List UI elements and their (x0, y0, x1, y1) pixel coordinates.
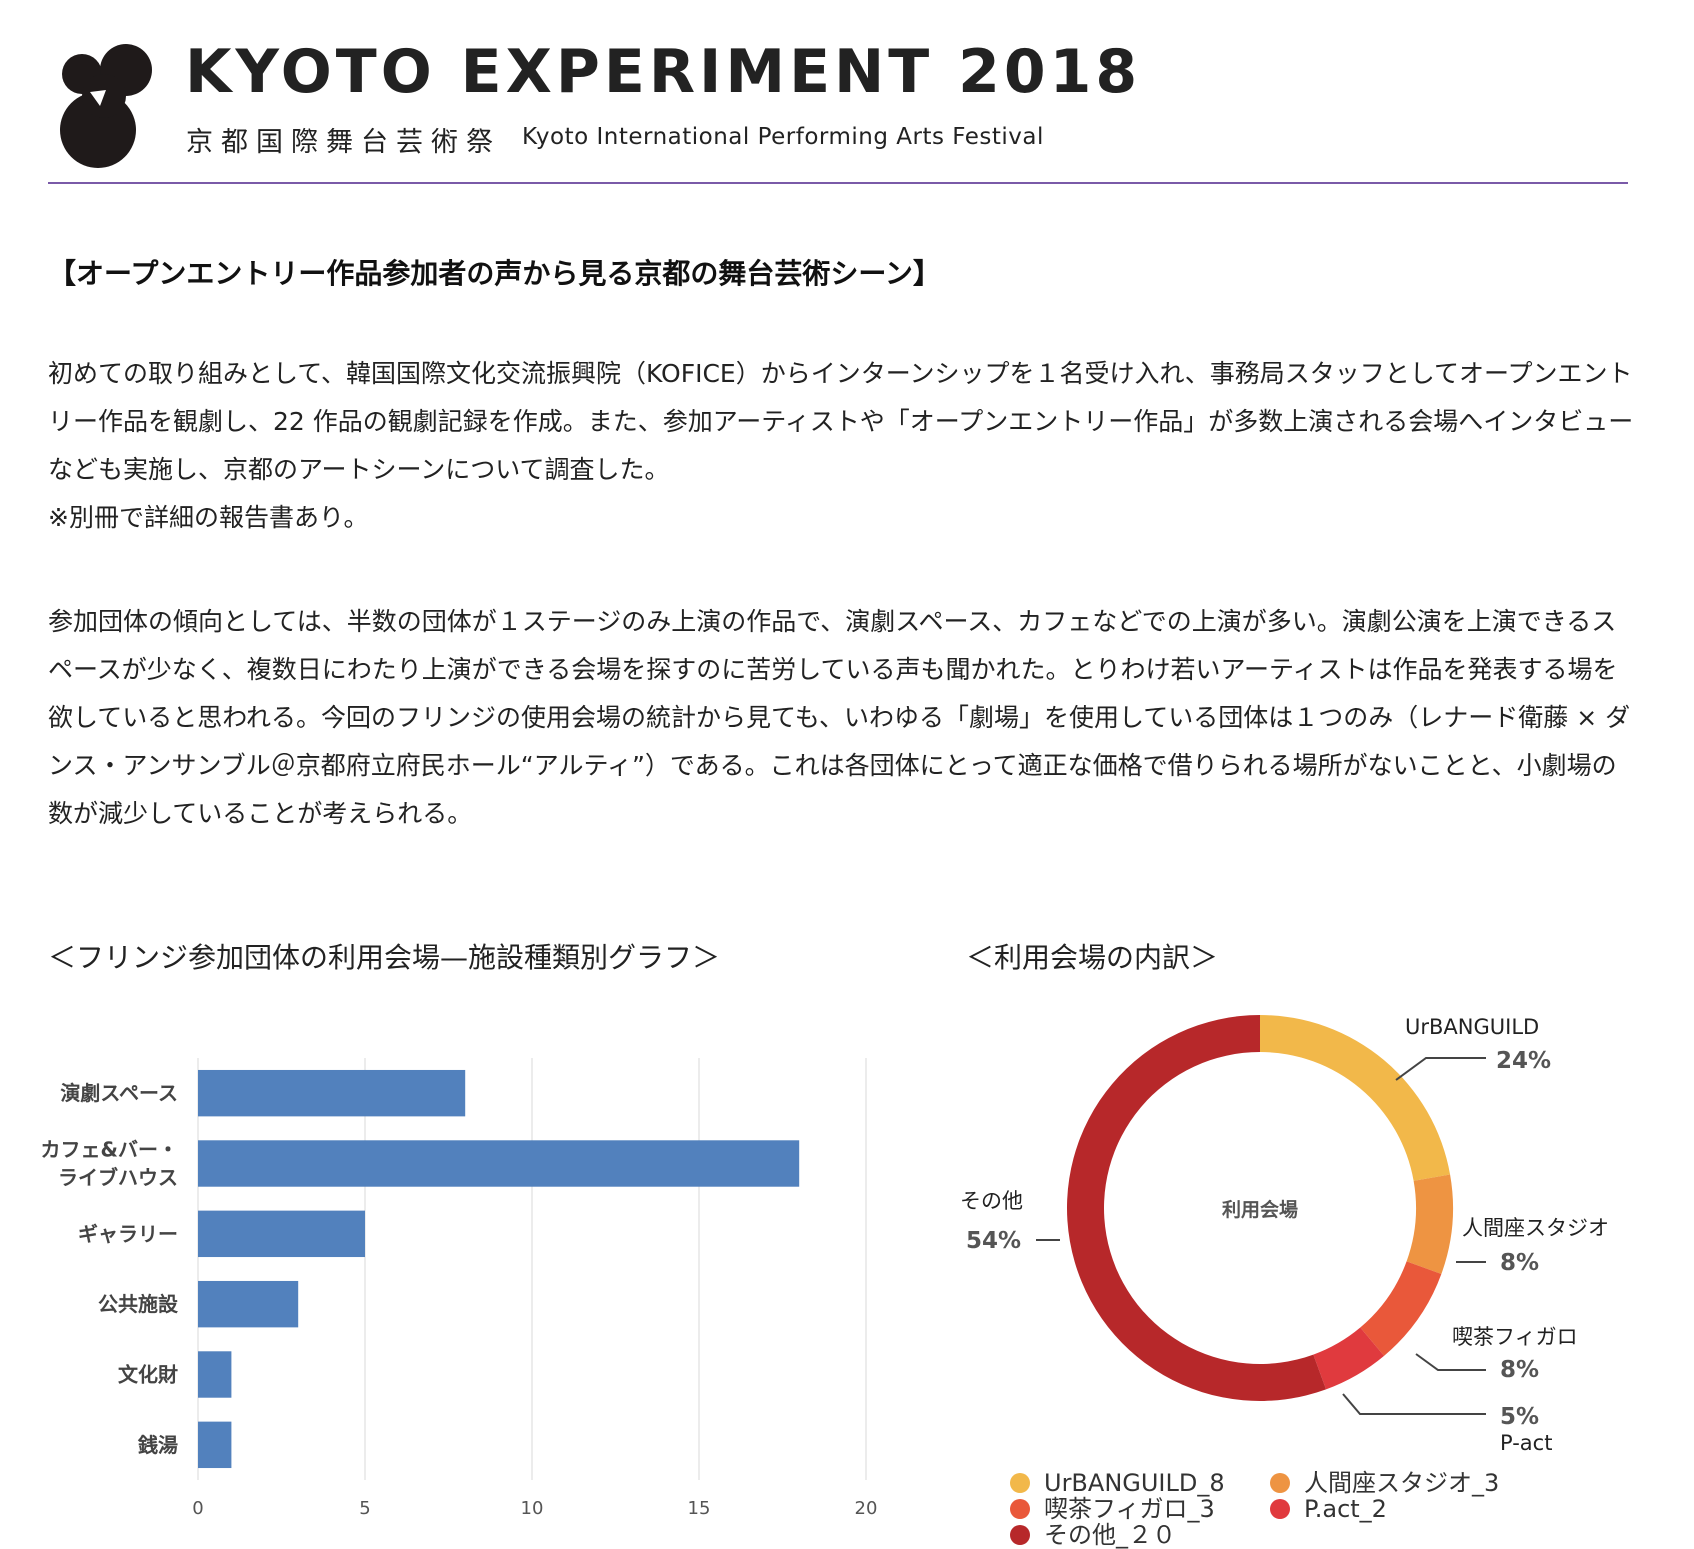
donut-slice (1360, 1261, 1442, 1356)
legend-item: P.act_2 (1270, 1496, 1530, 1522)
bar-x-tick-label: 0 (192, 1498, 203, 1519)
legend-swatch (1010, 1525, 1030, 1545)
legend-swatch (1270, 1473, 1290, 1493)
donut-slice-percent: 8% (1500, 1357, 1539, 1383)
bar (198, 1069, 466, 1117)
festival-subtitle-en: Kyoto International Performing Arts Fest… (522, 124, 1044, 150)
legend-item: 喫茶フィガロ_3 (1010, 1496, 1270, 1522)
donut-slice-percent: 5% (1500, 1404, 1539, 1430)
bar (198, 1210, 365, 1258)
donut-slice-label: UrBANGUILD (1405, 1015, 1539, 1039)
bar-category-label: 文化財 (118, 1363, 178, 1387)
legend-swatch (1010, 1499, 1030, 1519)
festival-subtitle-jp: 京都国際舞台芸術祭 (186, 127, 501, 158)
legend-swatch (1010, 1473, 1030, 1493)
legend-label: P.act_2 (1304, 1495, 1387, 1523)
header-divider (48, 182, 1628, 184)
legend-label: 人間座スタジオ_3 (1304, 1469, 1500, 1497)
bar-category-label: カフェ&バー・ (41, 1138, 178, 1162)
donut-slice-label: その他 (960, 1189, 1023, 1213)
intro-paragraph: 初めての取り組みとして、韓国国際文化交流振興院（KOFICE）からインターンシッ… (48, 359, 1634, 484)
donut-slice-percent: 24% (1496, 1048, 1551, 1074)
donut-callout-line (1342, 1393, 1486, 1415)
festival-logo (60, 44, 152, 168)
donut-legend: UrBANGUILD_8 人間座スタジオ_3 喫茶フィガロ_3 P.act_2 その他_… (1010, 1470, 1570, 1548)
bar-category-label: ギャラリー (78, 1222, 178, 1246)
bar-x-tick-label: 20 (855, 1498, 878, 1519)
donut-slice-label: 喫茶フィガロ (1452, 1325, 1578, 1349)
legend-item: UrBANGUILD_8 (1010, 1470, 1270, 1496)
report-note: ※別冊で詳細の報告書あり。 (48, 503, 369, 532)
donut-center-label: 利用会場 (1222, 1198, 1298, 1221)
bar-x-tick-label: 5 (359, 1498, 370, 1519)
bar-x-tick-label: 10 (521, 1498, 544, 1519)
bar (198, 1140, 800, 1187)
donut-chart-title: ＜利用会場の内訳＞ (966, 941, 1219, 974)
bar-category-label: 演劇スペース (60, 1081, 178, 1105)
legend-label: その他_２０ (1044, 1521, 1176, 1549)
legend-swatch (1270, 1499, 1290, 1519)
donut-slice (1313, 1327, 1385, 1390)
donut-callout-line (1415, 1353, 1486, 1371)
bar (198, 1421, 232, 1469)
donut-slice (1067, 1014, 1327, 1401)
bar-chart-title: ＜フリンジ参加団体の利用会場—施設種類別グラフ＞ (48, 941, 721, 974)
bar (198, 1280, 299, 1328)
donut-slice-percent: 8% (1500, 1250, 1539, 1276)
donut-slice-percent: 54% (966, 1228, 1021, 1254)
trend-paragraph: 参加団体の傾向としては、半数の団体が１ステージのみ上演の作品で、演劇スペース、カ… (48, 607, 1631, 828)
bar-category-label: 銭湯 (137, 1433, 178, 1457)
donut-slice (1260, 1015, 1451, 1181)
bar-category-label: ライブハウス (58, 1166, 178, 1190)
legend-label: 喫茶フィガロ_3 (1044, 1495, 1215, 1523)
legend-label: UrBANGUILD_8 (1044, 1469, 1225, 1497)
bar-category-label: 公共施設 (98, 1292, 179, 1316)
festival-title: KYOTO EXPERIMENT 2018 (185, 37, 1142, 107)
donut-slice (1406, 1174, 1453, 1275)
legend-item: その他_２０ (1010, 1522, 1270, 1548)
donut-slice-label: P-act (1500, 1431, 1552, 1455)
donut-slice-label: 人間座スタジオ (1462, 1216, 1609, 1240)
bar-x-tick-label: 15 (688, 1498, 711, 1519)
section-heading: 【オープンエントリー作品参加者の声から見る京都の舞台芸術シーン】 (48, 257, 941, 290)
donut-callout-line (1395, 1057, 1486, 1081)
bar (198, 1351, 232, 1398)
legend-item: 人間座スタジオ_3 (1270, 1470, 1530, 1496)
